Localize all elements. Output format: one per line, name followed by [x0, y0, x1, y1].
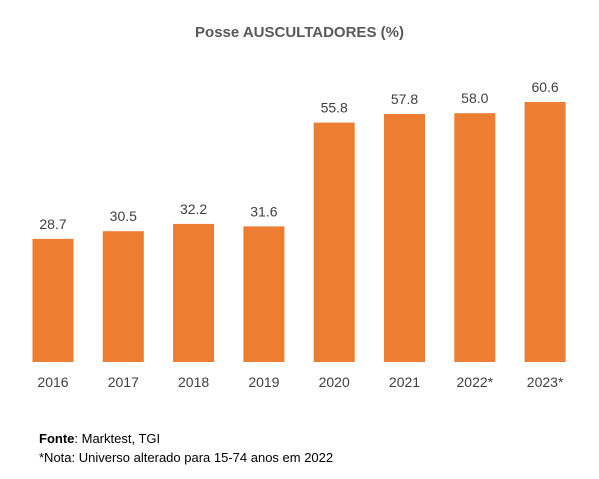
bar-2022-star — [454, 113, 496, 362]
bar-2020 — [313, 122, 355, 362]
source-line: Fonte: Marktest, TGI — [39, 429, 333, 448]
x-tick-labels-layer: 2016 2017 2018 2019 2020 2021 2022* 2023* — [37, 374, 564, 390]
bar-2023-star — [524, 102, 566, 362]
x-tick-label: 2016 — [37, 374, 68, 390]
data-label: 30.5 — [110, 208, 137, 224]
x-tick-label: 2017 — [108, 374, 139, 390]
bar-2017 — [102, 231, 144, 362]
x-tick-label: 2023* — [527, 374, 564, 390]
bar-2018 — [173, 223, 215, 362]
chart-title: Posse AUSCULTADORES (%) — [195, 24, 404, 41]
data-label: 60.6 — [531, 79, 558, 95]
bar-2021 — [384, 114, 425, 362]
x-tick-label: 2020 — [319, 374, 350, 390]
bar-2019 — [243, 226, 285, 362]
data-label: 58.0 — [461, 90, 488, 106]
x-tick-label: 2021 — [389, 374, 420, 390]
data-label: 55.8 — [321, 100, 348, 116]
x-tick-label: 2018 — [178, 374, 209, 390]
data-label: 28.7 — [39, 216, 66, 232]
x-tick-label: 2019 — [248, 374, 279, 390]
data-label: 31.6 — [250, 203, 277, 219]
source-label: Fonte — [39, 431, 75, 446]
data-label: 57.8 — [391, 91, 418, 107]
chart-footer: Fonte: Marktest, TGI *Nota: Universo alt… — [39, 429, 333, 467]
bars-layer — [32, 102, 566, 362]
x-tick-label: 2022* — [457, 374, 494, 390]
bar-2016 — [32, 238, 74, 362]
note-line: *Nota: Universo alterado para 15-74 anos… — [39, 450, 334, 465]
source-text: : Marktest, TGI — [74, 431, 161, 446]
data-labels-layer: 28.7 30.5 32.2 31.6 55.8 57.8 58.0 60.6 — [39, 79, 559, 232]
data-label: 32.2 — [180, 201, 207, 217]
